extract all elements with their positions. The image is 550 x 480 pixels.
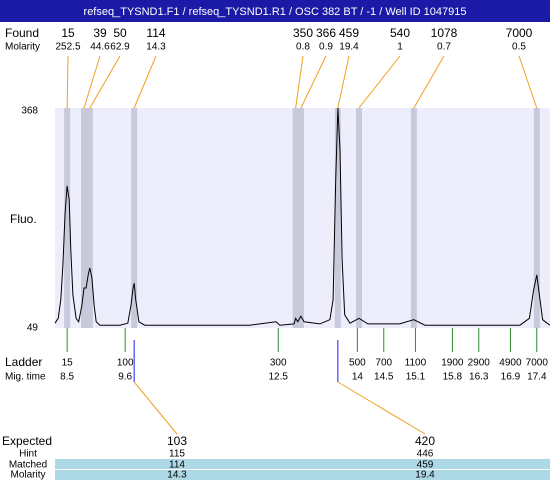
peak-leader	[89, 55, 121, 109]
ladder-time: 15.8	[443, 372, 463, 383]
ladder-time: 14	[352, 372, 364, 383]
peak-band	[533, 108, 540, 328]
peak-leader	[300, 55, 327, 109]
peak-leader	[83, 55, 101, 109]
peak-band	[86, 108, 93, 328]
found-molarity: 0.7	[437, 42, 451, 53]
peak-leader	[518, 55, 538, 109]
ladder-label: Ladder	[5, 355, 42, 369]
peak-band	[64, 108, 71, 328]
found-label: Found	[5, 26, 39, 40]
match-leader	[337, 381, 426, 435]
found-molarity: 14.3	[146, 42, 166, 53]
peak-leader	[413, 55, 445, 109]
chart-title: refseq_TYSND1.F1 / refseq_TYSND1.R1 / OS…	[84, 6, 467, 18]
ladder-time: 17.4	[527, 372, 547, 383]
row-label: Expected	[2, 434, 52, 448]
found-molarity: 0.9	[319, 42, 333, 53]
expected-matched: 114	[169, 460, 185, 471]
ladder-time: 16.9	[501, 372, 521, 383]
y-tick-label: 368	[21, 106, 38, 117]
peak-leader	[66, 55, 69, 109]
peak-band	[131, 108, 138, 328]
found-size: 50	[113, 26, 127, 40]
found-size: 1078	[431, 26, 458, 40]
expected-hint: 446	[417, 449, 434, 460]
ladder-size: 1100	[405, 358, 427, 369]
found-molarity: 19.4	[339, 42, 359, 53]
found-size: 459	[339, 26, 359, 40]
molarity-label: Molarity	[5, 42, 40, 53]
found-molarity: 44.6	[90, 42, 110, 53]
expected-molarity: 14.3	[167, 470, 187, 480]
peak-band	[297, 108, 304, 328]
expected-expected: 103	[167, 434, 187, 448]
ladder-size: 15	[62, 358, 74, 369]
ladder-size: 300	[270, 358, 287, 369]
y-tick-label: 49	[27, 323, 39, 334]
ladder-size: 1900	[441, 358, 464, 369]
expected-matched: 459	[417, 460, 434, 471]
peak-leader	[358, 55, 401, 109]
peak-band	[292, 108, 299, 328]
molarity-row	[55, 470, 550, 480]
found-size: 7000	[506, 26, 533, 40]
peak-leader	[295, 55, 304, 109]
title-bar	[0, 0, 550, 22]
found-molarity: 0.8	[296, 42, 310, 53]
peak-band	[410, 108, 417, 328]
row-label: Molarity	[10, 470, 45, 480]
ladder-time: 12.5	[268, 372, 288, 383]
ladder-size: 100	[117, 358, 134, 369]
found-size: 39	[93, 26, 107, 40]
peak-leader	[133, 55, 157, 109]
found-size: 350	[293, 26, 313, 40]
found-molarity: 252.5	[55, 42, 80, 53]
y-axis-label: Fluo.	[10, 212, 37, 226]
expected-molarity: 19.4	[415, 470, 435, 480]
found-molarity: 1	[397, 42, 403, 53]
found-size: 540	[390, 26, 410, 40]
row-label: Matched	[9, 460, 47, 471]
found-size: 366	[316, 26, 336, 40]
ladder-time: 14.5	[374, 372, 394, 383]
match-leader	[133, 381, 178, 435]
expected-expected: 420	[415, 434, 435, 448]
found-size: 114	[146, 26, 165, 40]
peak-band	[81, 108, 88, 328]
expected-hint: 115	[169, 449, 185, 460]
ladder-size: 700	[375, 358, 392, 369]
ladder-size: 500	[349, 358, 366, 369]
found-molarity: 62.9	[110, 42, 130, 53]
trace	[54, 107, 550, 326]
ladder-size: 7000	[526, 358, 549, 369]
time-label: Mig. time	[5, 372, 46, 383]
peak-band	[355, 108, 362, 328]
ladder-time: 15.1	[406, 372, 426, 383]
ladder-time: 16.3	[469, 372, 489, 383]
found-size: 15	[61, 26, 75, 40]
found-molarity: 0.5	[512, 42, 526, 53]
ladder-size: 4900	[499, 358, 522, 369]
peak-leader	[337, 55, 350, 109]
ladder-time: 9.6	[118, 372, 132, 383]
row-label: Hint	[19, 449, 37, 460]
ladder-time: 8.5	[60, 372, 74, 383]
peak-band	[334, 108, 341, 328]
matched-row	[55, 459, 550, 469]
ladder-size: 2900	[468, 358, 491, 369]
